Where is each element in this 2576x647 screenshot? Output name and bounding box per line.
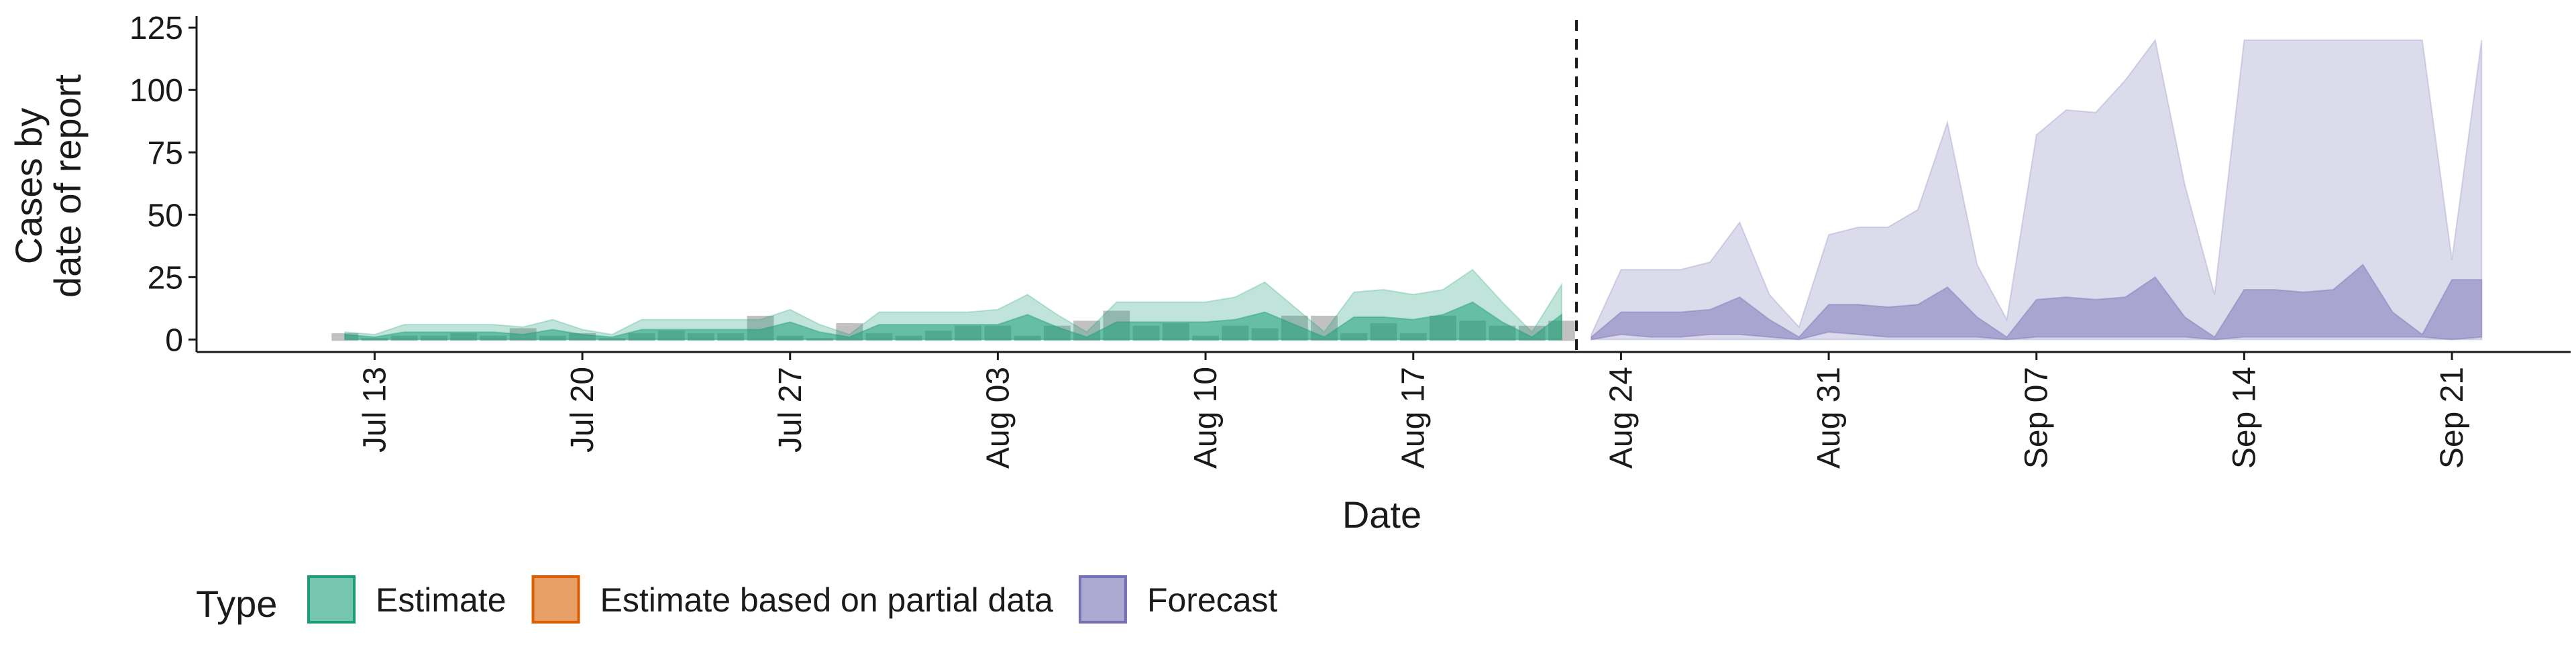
y-tick-label: 100 [129, 73, 183, 109]
x-tick-label: Jul 27 [773, 367, 808, 453]
y-axis-title-line-2: date of report [46, 74, 89, 298]
legend-items: Estimate Estimate based on partial data Fo… [307, 575, 1278, 624]
forecast-inner-band [1591, 263, 2483, 341]
observed-case-bar [331, 333, 359, 341]
x-tick-label: Jul 20 [565, 367, 600, 453]
legend-label-forecast: Forecast [1147, 581, 1278, 619]
legend: Type Estimate Estimate based on partial d… [196, 575, 1278, 625]
axes: 0 25 50 75 100 125 Jul 13 Jul 20 Jul 27 Aug 03 Aug… [129, 11, 2571, 469]
estimate-inner-band [344, 301, 1562, 341]
x-tick-label: Sep 07 [2019, 367, 2055, 469]
y-tick-label: 75 [148, 135, 183, 171]
forecast-outer-band [1591, 38, 2483, 341]
x-tick-label: Aug 10 [1188, 367, 1224, 469]
x-tick-label: Sep 21 [2434, 367, 2470, 469]
y-tick-label: 0 [165, 322, 183, 358]
y-tick-label: 50 [148, 198, 183, 233]
legend-swatch-estimate-based-on-partial-data [531, 575, 580, 624]
y-axis-title-line-1: Cases by [7, 108, 50, 264]
x-axis-title: Date [1342, 493, 1421, 536]
x-tick-label: Jul 13 [357, 367, 392, 453]
legend-title: Type [196, 583, 277, 625]
legend-label-estimate: Estimate [376, 581, 506, 619]
x-tick-label: Sep 14 [2226, 367, 2262, 469]
estimate-forecast-bands [344, 38, 2483, 341]
x-tick-label: Aug 31 [1811, 367, 1847, 469]
x-tick-label: Aug 24 [1603, 367, 1639, 469]
x-tick-label: Aug 17 [1396, 367, 1432, 469]
y-tick-label: 125 [129, 11, 183, 46]
legend-swatch-estimate [307, 575, 356, 624]
x-tick-label: Aug 03 [980, 367, 1016, 469]
axis-labels: Cases by date of report Date [7, 74, 1421, 536]
legend-swatch-forecast [1078, 575, 1127, 624]
legend-label-estimate-based-on-partial-data: Estimate based on partial data [600, 581, 1054, 619]
y-tick-label: 25 [148, 260, 183, 296]
